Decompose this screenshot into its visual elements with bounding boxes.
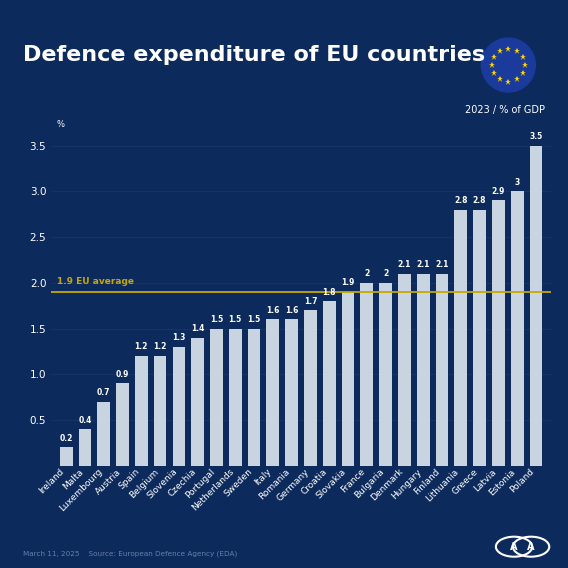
Bar xyxy=(60,448,73,466)
Text: 0.7: 0.7 xyxy=(97,388,111,397)
Bar xyxy=(341,292,354,466)
Text: 1.7: 1.7 xyxy=(304,296,317,306)
Bar xyxy=(398,274,411,466)
Text: 2: 2 xyxy=(383,269,388,278)
Bar xyxy=(154,356,166,466)
Text: 1.8: 1.8 xyxy=(323,287,336,296)
Text: 2.9: 2.9 xyxy=(492,187,505,196)
Text: 0.9: 0.9 xyxy=(116,370,129,379)
Bar xyxy=(323,301,336,466)
Text: 0.2: 0.2 xyxy=(60,434,73,443)
Bar xyxy=(361,283,373,466)
Text: 2.8: 2.8 xyxy=(473,196,486,205)
Text: 2023 / % of GDP: 2023 / % of GDP xyxy=(465,105,545,115)
Bar xyxy=(173,347,185,466)
Text: 1.6: 1.6 xyxy=(266,306,279,315)
Text: 1.5: 1.5 xyxy=(229,315,242,324)
Bar xyxy=(116,383,129,466)
Bar xyxy=(229,328,241,466)
Text: %: % xyxy=(57,120,65,129)
Bar xyxy=(529,145,542,466)
Text: 1.9 EU average: 1.9 EU average xyxy=(57,277,133,286)
Bar xyxy=(285,319,298,466)
Bar xyxy=(436,274,448,466)
Text: 1.3: 1.3 xyxy=(172,333,186,343)
Text: 2.1: 2.1 xyxy=(398,260,411,269)
Bar xyxy=(454,210,467,466)
Text: 3.5: 3.5 xyxy=(529,132,542,141)
Text: March 11, 2025    Source: European Defence Agency (EDA): March 11, 2025 Source: European Defence … xyxy=(23,550,237,557)
Text: A: A xyxy=(510,542,518,552)
Bar xyxy=(210,328,223,466)
Bar xyxy=(135,356,148,466)
Text: 1.5: 1.5 xyxy=(210,315,223,324)
Text: 0.4: 0.4 xyxy=(78,416,91,425)
Bar xyxy=(511,191,524,466)
Circle shape xyxy=(481,38,536,92)
Text: A: A xyxy=(527,542,535,552)
Text: 1.9: 1.9 xyxy=(341,278,354,287)
Text: 1.2: 1.2 xyxy=(135,343,148,352)
Bar xyxy=(473,210,486,466)
Bar xyxy=(78,429,91,466)
Text: 2: 2 xyxy=(364,269,369,278)
Bar xyxy=(248,328,261,466)
Text: 2.1: 2.1 xyxy=(435,260,449,269)
Text: 3: 3 xyxy=(515,178,520,187)
Text: 2.1: 2.1 xyxy=(416,260,430,269)
Bar xyxy=(492,201,505,466)
Text: 1.4: 1.4 xyxy=(191,324,204,333)
Bar xyxy=(304,310,317,466)
Bar xyxy=(191,338,204,466)
Bar xyxy=(97,402,110,466)
Bar xyxy=(417,274,429,466)
Text: Defence expenditure of EU countries: Defence expenditure of EU countries xyxy=(23,45,485,65)
Text: 2.8: 2.8 xyxy=(454,196,467,205)
Text: 1.5: 1.5 xyxy=(248,315,261,324)
Bar xyxy=(266,319,279,466)
Bar xyxy=(379,283,392,466)
Text: 1.2: 1.2 xyxy=(153,343,167,352)
Text: 1.6: 1.6 xyxy=(285,306,298,315)
